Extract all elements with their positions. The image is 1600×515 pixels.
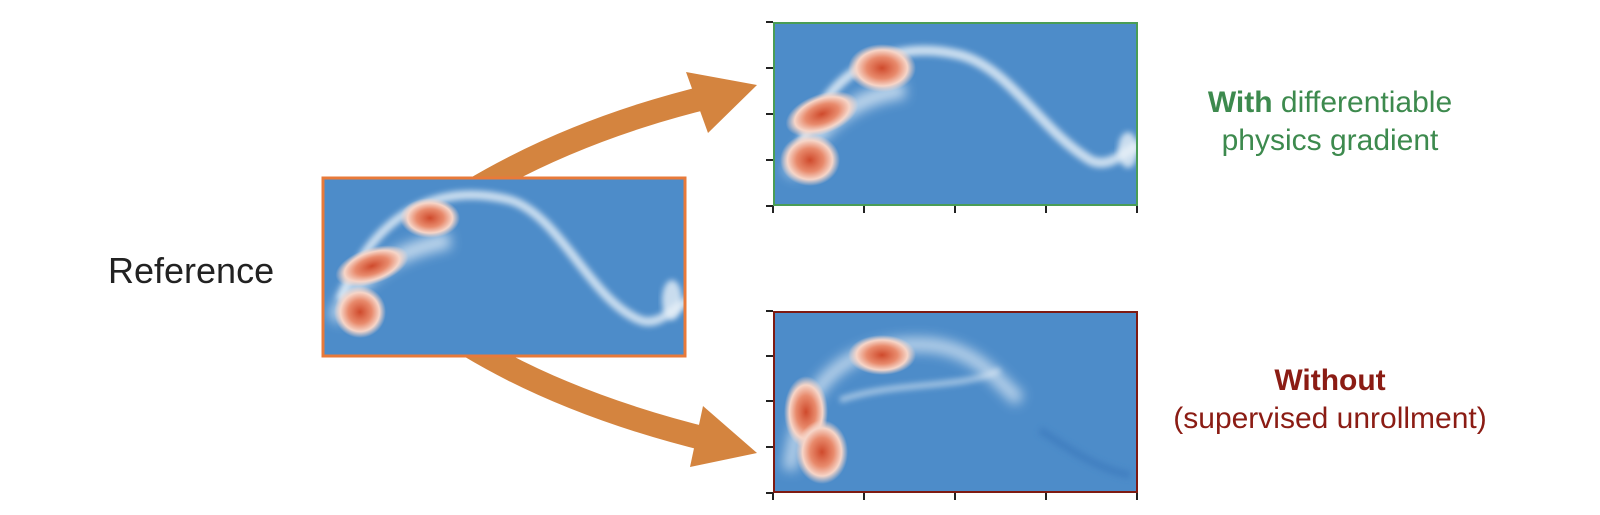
without-label-line1: Without — [1150, 362, 1510, 400]
arrow-to-with — [463, 72, 757, 203]
with-panel-axes — [766, 21, 1138, 213]
with-label-bold: With — [1207, 86, 1273, 119]
vortex — [400, 198, 460, 238]
without-label: Without (supervised unrollment) — [1150, 362, 1510, 437]
vortex — [848, 44, 916, 92]
reference-field — [323, 178, 685, 356]
with-label-rest: differentiable — [1272, 86, 1453, 119]
with-gradient-field — [773, 22, 1138, 206]
arrow-to-without — [463, 335, 757, 467]
vortex — [796, 420, 848, 484]
vortex — [335, 245, 409, 287]
with-label-line2: physics gradient — [1221, 123, 1439, 157]
without-supervised-field — [773, 311, 1138, 493]
without-panel-axes — [766, 310, 1138, 500]
with-label-line1: With differentiable — [1150, 84, 1510, 122]
vortex — [780, 134, 840, 186]
with-label: With differentiable physics gradient — [1150, 84, 1510, 159]
reference-label: Reference — [108, 250, 275, 291]
vortex — [848, 335, 916, 375]
reference-panel-border — [321, 176, 687, 358]
vortex — [334, 286, 386, 338]
without-label-line2: (supervised unrollment) — [1173, 401, 1487, 435]
without-label-bold: Without — [1274, 364, 1386, 397]
vortex — [785, 91, 859, 137]
